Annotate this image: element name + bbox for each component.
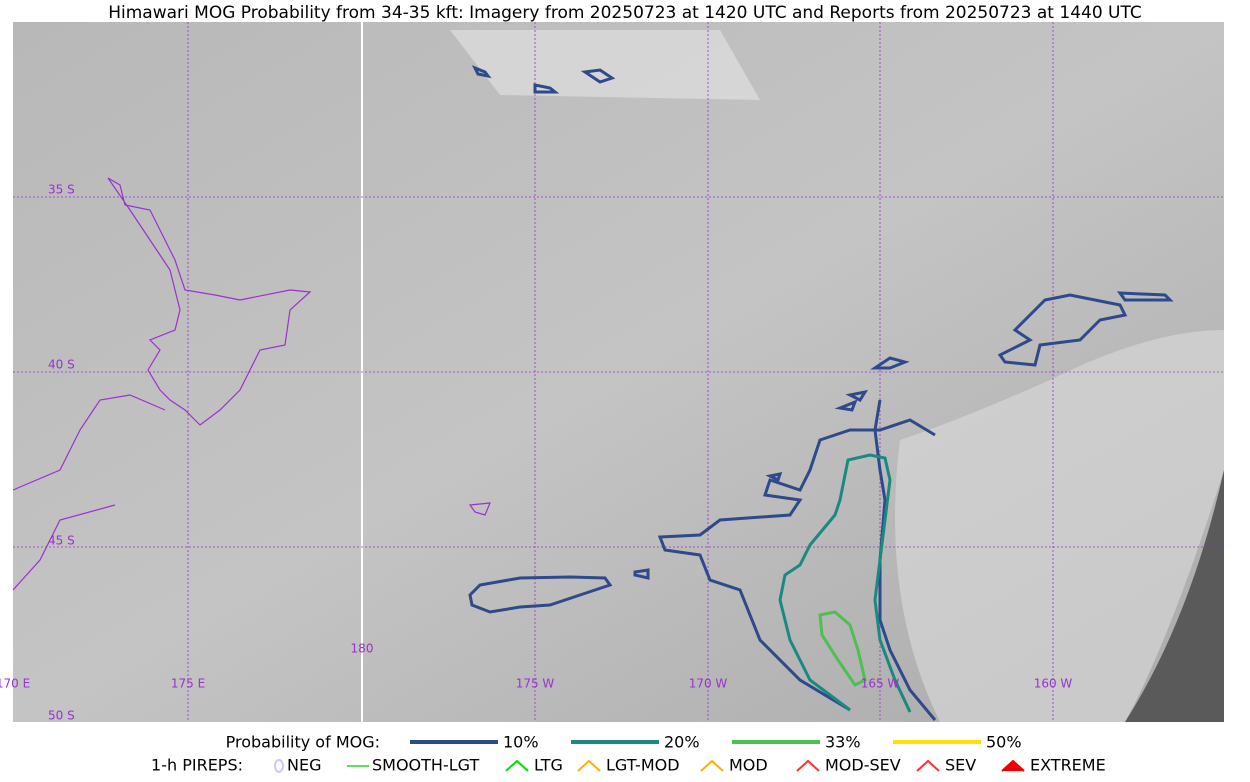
lon-label: 175 E (171, 677, 205, 691)
legend-label: MOD (729, 756, 768, 775)
legend-label: NEG (287, 756, 321, 775)
legend-icon (577, 759, 601, 772)
lat-labels: 35 S 40 S 45 S 50 S (48, 183, 75, 723)
contours (468, 65, 1174, 721)
legend-label: EXTREME (1030, 756, 1106, 775)
title: Himawari MOG Probability from 34-35 kft:… (108, 3, 1142, 23)
legend-label: 20% (664, 733, 700, 752)
lat-label: 50 S (48, 709, 75, 723)
map: 35 S 40 S 45 S 50 S 170 E 175 E 180 175 … (0, 22, 1224, 723)
lat-label: 45 S (48, 534, 75, 548)
legend-label: LTG (534, 756, 563, 775)
lon-label: 170 E (0, 677, 30, 691)
legend-label: 33% (825, 733, 861, 752)
legend-label: SEV (945, 756, 976, 775)
cloud-region (895, 330, 1224, 722)
lat-label: 40 S (48, 358, 75, 372)
legend-icon (796, 759, 820, 772)
legend-label: 10% (503, 733, 539, 752)
lon-labels: 170 E 175 E 180 175 W 170 W 165 W 160 W (0, 642, 1072, 691)
coastline (12, 177, 312, 591)
no-data-region (1125, 470, 1224, 722)
coastline (468, 502, 491, 516)
lon-label: 160 W (1034, 677, 1073, 691)
legend-title: 1-h PIREPS: (151, 756, 243, 775)
legend-icon (916, 759, 940, 772)
legend-label: MOD-SEV (825, 756, 901, 775)
legend-icon (1001, 759, 1025, 772)
legend-label: SMOOTH-LGT (372, 756, 479, 775)
lon-label: 165 W (861, 677, 900, 691)
grid (13, 22, 1224, 722)
legend: Probability of MOG: 1-h PIREPS: 10% 20% 33… (151, 733, 1106, 775)
lon-label: 175 W (516, 677, 555, 691)
legend-icon (274, 759, 284, 773)
legend-title: Probability of MOG: (226, 733, 380, 752)
legend-icon (505, 759, 529, 772)
lon-label: 170 W (689, 677, 728, 691)
legend-icon (700, 759, 724, 772)
lat-label: 35 S (48, 183, 75, 197)
lon-label: 180 (351, 642, 374, 656)
legend-label: LGT-MOD (606, 756, 680, 775)
legend-label: 50% (986, 733, 1022, 752)
cloud-region (450, 30, 760, 100)
